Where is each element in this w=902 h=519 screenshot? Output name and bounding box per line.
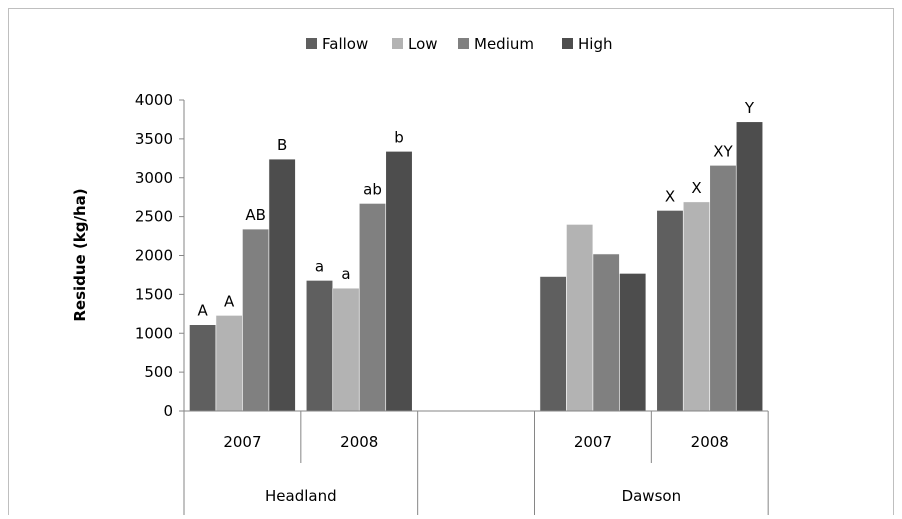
bars: AA AB Ba a ab b X X XY Y (189, 99, 764, 412)
y-axis-title: Residue (kg/ha) (71, 188, 89, 321)
y-axis: 0 500 1000 1500 2000 2500 3000 3500 4000 (135, 91, 185, 420)
bar (682, 201, 711, 412)
bar (385, 151, 413, 412)
data-label: a (315, 257, 324, 275)
y-tick-label: 3500 (135, 130, 173, 148)
site-label: Headland (265, 487, 337, 505)
data-label: a (341, 265, 350, 283)
y-tick-label: 2500 (135, 208, 173, 226)
y-tick-label: 3000 (135, 169, 173, 187)
y-tick-label: 0 (163, 402, 173, 420)
legend-label: High (578, 35, 612, 53)
bar (305, 280, 334, 412)
y-tick-label: 2000 (135, 247, 173, 265)
bar (332, 287, 360, 412)
legend-swatch (458, 38, 469, 49)
bar (592, 253, 620, 412)
bar (268, 158, 296, 412)
legend-label: Low (408, 35, 438, 53)
bar (242, 228, 270, 412)
data-label: X (691, 179, 701, 197)
data-label: XY (713, 142, 733, 160)
bar (358, 203, 387, 412)
y-tick-label: 1500 (135, 285, 173, 303)
bar (215, 315, 243, 412)
bar (566, 224, 594, 412)
data-label: Y (744, 99, 755, 117)
x-axis: 2007 2008 2007 2008 Headland Dawson (183, 410, 769, 519)
data-label: A (198, 302, 209, 320)
data-label: b (394, 128, 404, 146)
legend-label: Medium (474, 35, 534, 53)
legend-swatch (392, 38, 403, 49)
bar (539, 276, 567, 412)
legend-swatch (306, 38, 317, 49)
year-label: 2008 (691, 433, 729, 451)
y-tick-label: 4000 (135, 91, 173, 109)
year-label: 2007 (223, 433, 261, 451)
legend-swatch (562, 38, 573, 49)
site-label: Dawson (622, 487, 682, 505)
bar (735, 121, 764, 412)
data-label: X (665, 187, 675, 205)
y-tick-label: 1000 (135, 324, 173, 342)
data-label: AB (245, 206, 266, 224)
bar (656, 210, 684, 412)
data-label: A (224, 292, 235, 310)
legend-label: Fallow (322, 35, 368, 53)
data-label: ab (363, 180, 382, 198)
data-label: B (277, 136, 287, 154)
bar (189, 324, 217, 412)
year-label: 2008 (340, 433, 378, 451)
year-label: 2007 (574, 433, 612, 451)
bar (709, 165, 737, 412)
bar (619, 273, 647, 412)
y-tick-label: 500 (144, 363, 173, 381)
legend: Fallow Low Medium High (306, 35, 612, 53)
